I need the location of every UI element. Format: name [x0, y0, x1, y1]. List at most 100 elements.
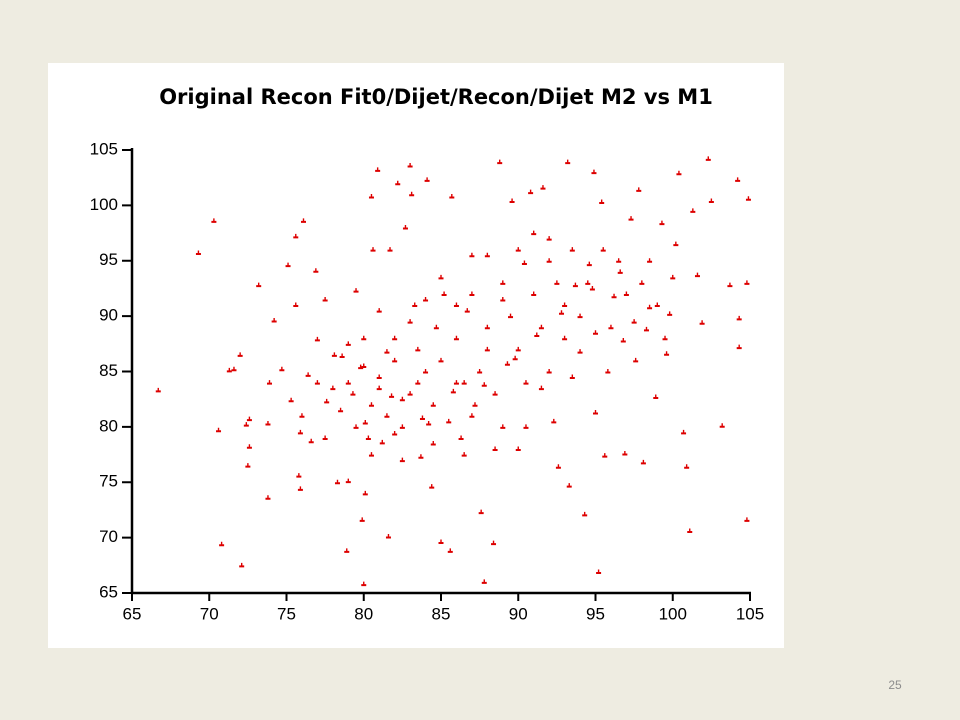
point [745, 196, 751, 201]
point [515, 247, 521, 252]
point [508, 313, 514, 319]
point [446, 418, 452, 424]
point [500, 297, 506, 302]
point [345, 478, 351, 484]
point [361, 581, 367, 587]
point [596, 569, 602, 574]
point [447, 548, 453, 553]
point [211, 218, 217, 223]
point [415, 380, 421, 385]
point [736, 315, 742, 321]
point [441, 291, 447, 296]
point [334, 479, 340, 485]
point [344, 548, 350, 553]
point [313, 268, 319, 273]
point [409, 191, 415, 197]
point [582, 511, 588, 517]
point [744, 280, 750, 285]
point [523, 380, 529, 385]
x-tick-label: 80 [354, 604, 373, 623]
point [438, 357, 444, 363]
point [687, 528, 693, 533]
point [453, 380, 459, 385]
point [376, 385, 382, 391]
point [245, 463, 251, 468]
point [438, 274, 444, 280]
point [551, 418, 557, 424]
point [331, 352, 337, 357]
point [735, 177, 741, 182]
point [504, 361, 510, 366]
point [399, 424, 405, 429]
point [620, 337, 626, 343]
x-tick-label: 95 [586, 604, 605, 623]
point [577, 313, 583, 319]
point [562, 302, 568, 308]
x-tick-label: 100 [659, 604, 687, 623]
point [492, 446, 498, 452]
point [744, 517, 750, 522]
point [500, 280, 506, 285]
point [226, 367, 232, 373]
point [424, 177, 430, 182]
point [300, 218, 306, 223]
point [469, 413, 475, 418]
point [546, 369, 552, 374]
point [654, 302, 660, 308]
point [392, 335, 398, 341]
point [633, 357, 639, 363]
point [572, 282, 578, 288]
point [593, 409, 598, 415]
point [407, 391, 413, 396]
point [559, 310, 565, 315]
point [605, 369, 611, 374]
point [338, 407, 344, 413]
point [585, 280, 591, 285]
x-tick-label: 90 [509, 604, 528, 623]
y-tick-label: 70 [99, 527, 118, 546]
point [418, 454, 424, 459]
y-tick-label: 95 [99, 250, 118, 269]
x-tick-label: 105 [736, 604, 764, 623]
point [361, 335, 367, 341]
point [375, 167, 381, 172]
point [647, 258, 653, 263]
point [155, 387, 161, 393]
point [670, 274, 676, 280]
point [500, 424, 506, 429]
point [664, 351, 670, 356]
point [368, 194, 374, 199]
y-tick-label: 75 [99, 472, 118, 491]
point [365, 435, 371, 440]
point [389, 393, 395, 398]
point [350, 391, 356, 396]
point [540, 185, 546, 190]
point [617, 269, 623, 274]
point [554, 280, 560, 285]
point [591, 169, 597, 175]
point [469, 291, 475, 296]
point [402, 225, 408, 230]
point [256, 282, 262, 288]
point [599, 199, 605, 205]
point [681, 429, 687, 435]
point [699, 320, 705, 325]
point [662, 335, 668, 341]
point [345, 380, 351, 385]
point [305, 372, 311, 377]
y-tick-label: 65 [99, 582, 118, 601]
point [423, 369, 429, 374]
y-tick-label: 90 [99, 306, 118, 325]
point [395, 180, 401, 186]
point [643, 326, 649, 332]
point [616, 258, 622, 263]
point [484, 324, 490, 330]
point [528, 189, 534, 195]
point [271, 318, 277, 323]
point [461, 380, 467, 385]
point [690, 208, 696, 213]
point [322, 435, 328, 440]
point [477, 369, 483, 374]
y-tick-label: 80 [99, 416, 118, 435]
point [353, 424, 359, 429]
